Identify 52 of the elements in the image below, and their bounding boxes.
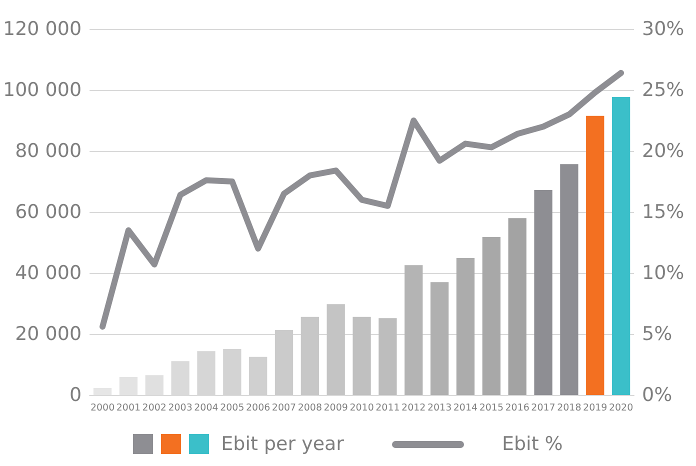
bar <box>612 97 630 395</box>
x-tick-label: 2019 <box>583 402 608 414</box>
bar <box>300 316 320 395</box>
y-tick-label: 20 000 <box>15 323 82 345</box>
x-tick-label: 2003 <box>168 402 192 414</box>
x-tick-label: 2011 <box>376 402 400 414</box>
x-tick-label: 2009 <box>324 402 348 414</box>
bar <box>508 218 526 395</box>
x-tick-label: 2007 <box>272 402 296 414</box>
x-tick-label: 2014 <box>453 402 478 414</box>
x-tick-label: 2016 <box>505 402 530 414</box>
bar <box>93 388 112 395</box>
y2-tick-label: 0% <box>642 384 672 406</box>
y2-tick-label: 20% <box>642 140 684 162</box>
y2-tick-label: 10% <box>642 262 684 284</box>
x-tick-label: 2006 <box>246 402 270 414</box>
x-tick-label: 2004 <box>194 402 218 414</box>
y-tick-label: 120 000 <box>2 18 82 40</box>
bar <box>326 304 345 395</box>
bar <box>404 265 423 395</box>
bar <box>352 316 371 395</box>
y2-tick-label: 30% <box>642 18 684 40</box>
bar <box>430 282 449 395</box>
bar <box>274 330 294 395</box>
y2-tick-label: 25% <box>642 79 684 101</box>
x-tick-label: 2020 <box>608 402 634 414</box>
bar <box>534 190 552 395</box>
y2-tick-label: 15% <box>642 201 684 223</box>
x-tick-label: 2005 <box>220 402 244 414</box>
x-tick-label: 2001 <box>116 402 141 414</box>
y-tick-label: 60 000 <box>15 201 82 223</box>
y2-tick-label: 5% <box>642 323 672 345</box>
x-tick-label: 2012 <box>402 402 426 414</box>
x-tick-label: 2000 <box>90 402 115 414</box>
bar <box>456 258 475 395</box>
legend-label: Ebit % <box>502 433 563 455</box>
bar <box>560 164 578 395</box>
y-tick-label: 40 000 <box>15 262 82 284</box>
legend-label: Ebit per year <box>221 433 344 455</box>
x-tick-label: 2013 <box>427 402 452 414</box>
x-tick-label: 2018 <box>557 402 582 414</box>
bar <box>378 318 397 395</box>
bar <box>586 116 604 395</box>
y-tick-label: 100 000 <box>2 79 82 101</box>
x-tick-label: 2017 <box>531 402 556 414</box>
x-tick-label: 2002 <box>142 402 166 414</box>
y-tick-label: 0 <box>69 384 82 406</box>
x-tick-label: 2008 <box>298 402 322 414</box>
x-tick-label: 2015 <box>479 402 504 414</box>
x-tick-label: 2010 <box>350 402 374 414</box>
y-tick-label: 80 000 <box>15 140 82 162</box>
bar <box>482 237 500 395</box>
